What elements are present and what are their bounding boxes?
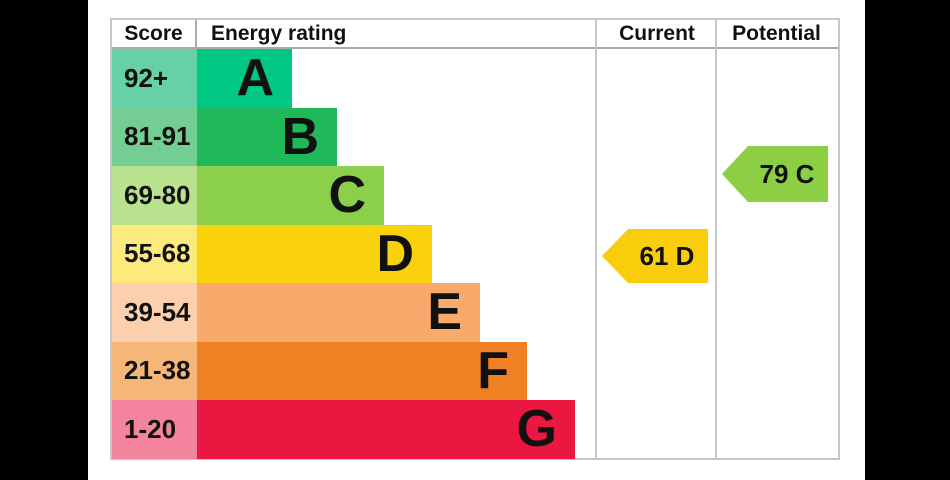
header-potential: Potential xyxy=(732,21,821,45)
score-range-a: 92+ xyxy=(112,49,197,108)
table-header-row: Score Energy rating Current Potential xyxy=(112,20,838,49)
band-row-g: 1-20 G xyxy=(112,400,838,459)
band-bar-f: F xyxy=(197,341,527,400)
score-range-c: 69-80 xyxy=(112,166,197,225)
band-row-a: 92+ A xyxy=(112,49,838,108)
score-range-e: 39-54 xyxy=(112,283,197,342)
band-row-b: 81-91 B xyxy=(112,107,838,166)
letterbox-left xyxy=(0,0,88,480)
band-bar-c: C xyxy=(197,166,384,225)
band-letter-d: D xyxy=(376,224,414,283)
potential-rating-label: 79 C xyxy=(759,158,815,189)
band-row-d: 55-68 D xyxy=(112,224,838,283)
current-rating-label: 61 D xyxy=(639,240,695,271)
current-rating-arrow: 61 D xyxy=(602,229,708,283)
band-bar-g: G xyxy=(197,400,575,459)
score-range-b: 81-91 xyxy=(112,107,197,166)
score-range-f: 21-38 xyxy=(112,341,197,400)
score-range-d: 55-68 xyxy=(112,224,197,283)
band-bar-a: A xyxy=(197,49,292,108)
band-bar-e: E xyxy=(197,283,480,342)
band-letter-a: A xyxy=(236,49,274,108)
band-letter-e: E xyxy=(427,283,462,342)
band-letter-g: G xyxy=(516,400,557,459)
band-letter-f: F xyxy=(477,341,509,400)
potential-rating-arrow: 79 C xyxy=(722,146,828,202)
divider-energy-current xyxy=(595,20,597,458)
header-current: Current xyxy=(619,21,695,45)
band-bar-b: B xyxy=(197,107,337,166)
header-score: Score xyxy=(112,20,197,47)
header-energy-rating: Energy rating xyxy=(211,21,347,45)
energy-rating-table: Score Energy rating Current Potential 92… xyxy=(110,18,840,460)
letterbox-right xyxy=(865,0,950,480)
band-bar-d: D xyxy=(197,224,432,283)
divider-current-potential xyxy=(715,20,717,458)
score-range-g: 1-20 xyxy=(112,400,197,459)
band-row-f: 21-38 F xyxy=(112,341,838,400)
band-letter-c: C xyxy=(328,166,366,225)
band-row-c: 69-80 C xyxy=(112,166,838,225)
band-letter-b: B xyxy=(281,107,319,166)
band-row-e: 39-54 E xyxy=(112,283,838,342)
